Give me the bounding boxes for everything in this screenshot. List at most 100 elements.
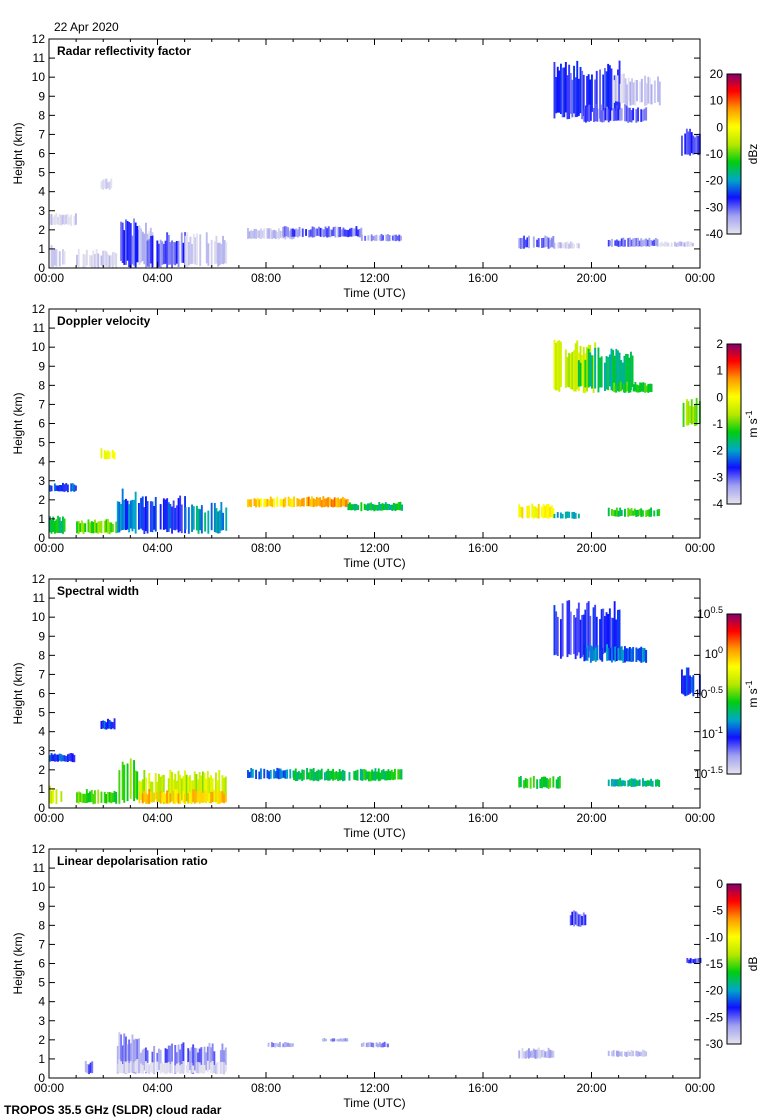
echo xyxy=(268,771,271,780)
echo xyxy=(68,216,71,225)
echo xyxy=(107,253,109,268)
echo xyxy=(369,1042,371,1047)
echo xyxy=(295,228,298,237)
colorbar-step xyxy=(727,656,741,659)
echo xyxy=(635,510,638,517)
colorbar-step xyxy=(727,894,741,897)
echo xyxy=(166,1062,169,1074)
colorbar-step xyxy=(727,460,741,463)
echo xyxy=(614,110,617,121)
colorbar-step xyxy=(727,750,741,753)
colorbar-step xyxy=(727,360,741,363)
echo xyxy=(524,239,527,248)
echo xyxy=(621,362,624,390)
echo xyxy=(614,240,617,246)
colorbar-step xyxy=(727,698,741,701)
echo xyxy=(133,218,135,266)
echo xyxy=(289,230,292,240)
echo xyxy=(164,1048,167,1072)
echo xyxy=(121,1064,124,1074)
colorbar-step xyxy=(727,220,741,223)
echo xyxy=(151,1062,154,1074)
echo xyxy=(166,232,169,268)
x-axis-label: Time (UTC) xyxy=(343,286,405,300)
echo xyxy=(566,75,569,120)
echo xyxy=(60,215,63,226)
echo xyxy=(584,914,587,926)
colorbar-step xyxy=(727,176,741,179)
echo xyxy=(53,215,56,225)
echo xyxy=(102,720,105,729)
echo xyxy=(324,498,326,508)
echo xyxy=(556,242,559,249)
colorbar-step xyxy=(727,1040,741,1043)
echo xyxy=(97,253,100,268)
echo xyxy=(620,780,623,787)
echo xyxy=(143,233,146,265)
echo xyxy=(108,522,111,535)
colorbar-tick-label: -2 xyxy=(712,444,723,458)
echo xyxy=(107,718,109,729)
echo xyxy=(140,1063,142,1074)
echo xyxy=(220,502,223,531)
echo xyxy=(349,502,351,511)
echo xyxy=(637,780,639,786)
colorbar-step xyxy=(727,372,741,375)
echo xyxy=(121,488,124,530)
y-tick-label: 2 xyxy=(38,1033,45,1047)
echo xyxy=(383,1041,386,1047)
echo xyxy=(337,772,339,781)
echo xyxy=(210,1047,212,1071)
echo xyxy=(125,1061,127,1074)
echo xyxy=(328,771,331,781)
colorbar-step xyxy=(727,644,741,647)
echo xyxy=(664,241,667,247)
echo xyxy=(523,235,525,249)
colorbar-step xyxy=(727,90,741,93)
echo xyxy=(569,611,572,655)
echo xyxy=(640,109,643,122)
echo xyxy=(612,645,615,661)
echo xyxy=(391,504,394,511)
echo xyxy=(164,499,167,530)
echo xyxy=(328,497,331,507)
echo xyxy=(316,228,319,236)
colorbar-step xyxy=(727,666,741,669)
echo xyxy=(318,226,320,236)
echo xyxy=(159,1063,162,1074)
echo xyxy=(332,227,335,236)
echo xyxy=(331,229,333,237)
echo xyxy=(577,602,580,653)
echo xyxy=(694,404,696,426)
echo xyxy=(360,1043,363,1047)
echo xyxy=(293,496,295,507)
echo xyxy=(564,242,567,249)
y-tick-label: 4 xyxy=(38,185,45,199)
echo xyxy=(324,226,327,237)
echo xyxy=(140,1052,142,1070)
colorbar: 210-1-2-3-4m s-1 xyxy=(712,337,760,511)
echo xyxy=(635,1050,638,1057)
echo xyxy=(276,767,279,779)
echo xyxy=(633,508,636,516)
echo xyxy=(521,237,524,249)
echo xyxy=(547,504,550,519)
echo xyxy=(134,491,137,534)
echo xyxy=(94,519,96,533)
echo xyxy=(369,771,372,782)
echo xyxy=(600,356,603,388)
echo xyxy=(55,212,58,225)
colorbar-step xyxy=(727,442,741,445)
echo xyxy=(582,74,585,116)
echo xyxy=(92,521,95,534)
echo xyxy=(146,1062,149,1073)
echo xyxy=(615,348,618,393)
colorbar-step xyxy=(727,746,741,749)
echo xyxy=(625,353,627,391)
echo xyxy=(210,791,212,804)
echo xyxy=(162,774,165,804)
colorbar-tick-label: -25 xyxy=(706,1010,724,1024)
echo-layer xyxy=(49,600,701,805)
echo xyxy=(564,511,567,519)
